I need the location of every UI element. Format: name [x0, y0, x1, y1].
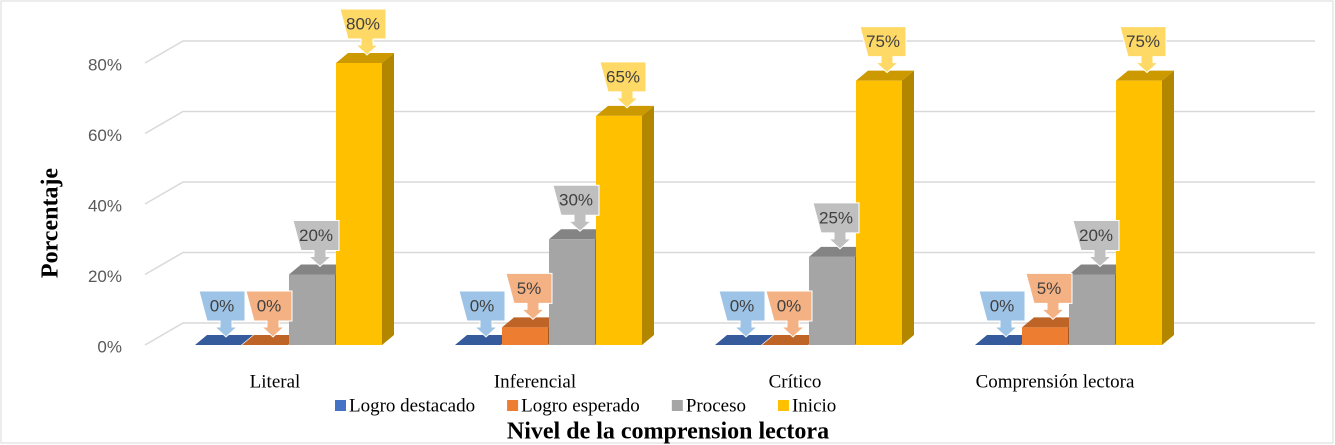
value-label-box	[718, 290, 766, 338]
grid-line	[144, 181, 1315, 205]
value-label-box	[599, 61, 647, 109]
bar	[455, 335, 513, 346]
bar	[1116, 70, 1174, 345]
y-axis-title: Porcentaje	[38, 168, 64, 279]
bar-face	[242, 335, 300, 345]
bar-face	[809, 256, 855, 345]
value-label-box	[292, 220, 340, 268]
bar-face	[1069, 274, 1115, 345]
grid-line	[144, 110, 1315, 135]
value-label-box	[339, 8, 387, 56]
bar	[715, 335, 773, 346]
bar-face	[289, 264, 347, 275]
value-label: 75%	[1126, 32, 1160, 51]
value-label-box	[1072, 220, 1120, 268]
y-tick-label: 80%	[88, 55, 122, 74]
bar-face	[195, 335, 253, 345]
bar-face	[809, 246, 867, 257]
bar-face	[902, 70, 914, 345]
bar	[242, 335, 300, 346]
grid-line	[144, 40, 1315, 64]
legend-label: Logro destacado	[349, 395, 475, 416]
value-label: 80%	[346, 14, 380, 33]
x-tick-label: Crítico	[769, 371, 822, 392]
y-tick-label: 20%	[88, 267, 122, 286]
value-label: 20%	[299, 226, 333, 245]
legend-swatch	[671, 400, 683, 411]
value-label-box	[458, 290, 506, 338]
bar	[975, 335, 1033, 346]
x-tick-label: Inferencial	[494, 371, 576, 392]
value-label: 75%	[866, 32, 900, 51]
value-label: 65%	[606, 67, 640, 86]
value-label-box	[245, 290, 293, 338]
bar-face	[289, 274, 335, 345]
legend-swatch	[777, 400, 789, 411]
value-label-box	[978, 290, 1026, 338]
value-label: 25%	[819, 208, 853, 227]
bar-face	[642, 105, 654, 345]
y-tick-label: 0%	[97, 337, 122, 356]
bar-face	[1022, 317, 1080, 328]
value-label: 5%	[1037, 279, 1062, 298]
bar-face	[382, 53, 394, 345]
grid-line	[144, 251, 1315, 276]
bar-face	[455, 335, 513, 345]
bar-face	[549, 229, 607, 240]
value-label: 5%	[517, 279, 542, 298]
value-label-box	[859, 26, 907, 74]
value-label: 0%	[990, 296, 1015, 315]
legend-label: Logro esperado	[521, 395, 640, 416]
bar	[1069, 264, 1127, 345]
bar-face	[596, 115, 642, 345]
y-tick-label: 60%	[88, 126, 122, 145]
value-label-box	[1119, 26, 1167, 74]
bar-face	[856, 80, 902, 345]
y-tick-label: 40%	[88, 196, 122, 215]
bar-face	[1022, 327, 1068, 345]
bar-face	[596, 105, 654, 116]
value-label-box	[198, 290, 246, 338]
bar-face	[549, 239, 595, 345]
value-label: 0%	[470, 296, 495, 315]
x-tick-label: Literal	[250, 371, 301, 392]
grid-line	[144, 322, 1315, 346]
bar-face	[336, 53, 394, 63]
bar-face	[502, 327, 548, 345]
legend-swatch	[335, 400, 346, 411]
bar	[762, 335, 820, 346]
bar	[596, 105, 654, 345]
legend-swatch	[507, 400, 519, 411]
legend-label: Proceso	[686, 395, 746, 416]
bar	[195, 335, 253, 346]
bar	[1022, 317, 1080, 345]
bar-face	[336, 63, 382, 345]
bar-face	[502, 317, 560, 328]
value-label-box	[812, 202, 860, 250]
x-axis-title: Nivel de la comprension lectora	[507, 419, 829, 445]
value-label: 0%	[730, 296, 755, 315]
bar-face	[762, 335, 820, 345]
value-label-box	[505, 272, 553, 321]
value-label: 0%	[257, 296, 282, 315]
bar-face	[856, 70, 914, 81]
value-label: 0%	[210, 296, 235, 315]
bar	[336, 53, 394, 345]
bar-face	[715, 335, 773, 345]
bar-face	[1069, 264, 1127, 275]
x-tick-label: Comprensión lectora	[976, 371, 1135, 392]
bar-face	[1162, 70, 1174, 345]
value-label-box	[552, 184, 600, 232]
bar-face	[975, 335, 1033, 345]
value-label-box	[765, 290, 813, 338]
value-label-box	[1025, 272, 1073, 321]
value-label: 30%	[559, 191, 593, 210]
bar-face	[1116, 80, 1162, 345]
value-label: 20%	[1079, 226, 1113, 245]
value-label: 0%	[777, 296, 802, 315]
legend-label: Inicio	[792, 395, 836, 416]
bar	[856, 70, 914, 345]
bar-face	[1116, 70, 1174, 81]
